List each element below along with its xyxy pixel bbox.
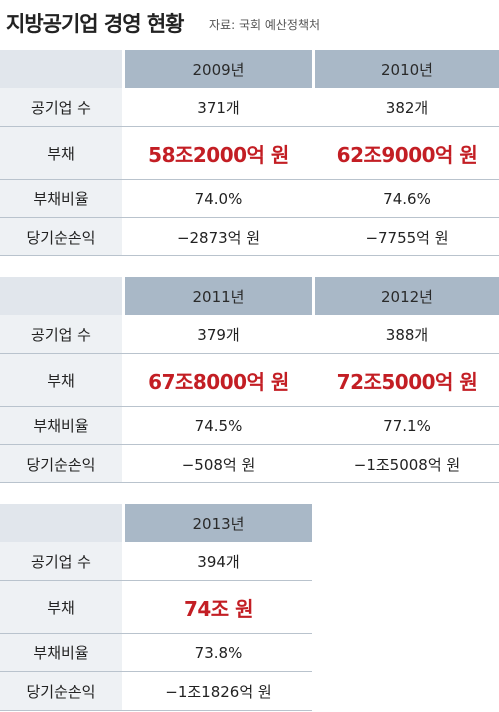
row-divider xyxy=(0,179,499,180)
row-label: 부채비율 xyxy=(0,407,122,444)
value-cell: −1조5008억 원 xyxy=(353,455,461,474)
year-header: 2010년 xyxy=(315,50,499,88)
row-divider xyxy=(0,580,312,581)
row-label: 공기업 수 xyxy=(0,88,122,126)
row-label: 당기순손익 xyxy=(0,672,122,710)
table-row-count: 공기업 수 379개 388개 xyxy=(0,315,499,353)
year-header: 2011년 xyxy=(125,277,312,315)
row-divider xyxy=(0,406,499,407)
row-divider xyxy=(0,255,499,256)
table-row-net-income: 당기순손익 −1조1826억 원 xyxy=(0,672,499,710)
table-row-count: 공기업 수 371개 382개 xyxy=(0,88,499,126)
header-label-cell xyxy=(0,50,122,88)
header-label-cell xyxy=(0,504,122,542)
table-row-net-income: 당기순손익 −2873억 원 −7755억 원 xyxy=(0,218,499,256)
value-cell: 388개 xyxy=(385,325,429,344)
header-row: 2011년 2012년 xyxy=(0,277,499,315)
table-block-2011-2012: 2011년 2012년 공기업 수 379개 388개 부채 67조8000억 … xyxy=(0,277,499,483)
row-label: 부채 xyxy=(0,354,122,406)
debt-value: 74조 원 xyxy=(183,596,254,621)
header-label-cell xyxy=(0,277,122,315)
value-cell: 371개 xyxy=(197,98,240,117)
year-header: 2013년 xyxy=(125,504,312,542)
table-row-debt-ratio: 부채비율 73.8% xyxy=(0,634,499,671)
row-divider xyxy=(0,444,499,445)
table-row-debt: 부채 74조 원 xyxy=(0,581,499,633)
row-label: 부채비율 xyxy=(0,634,122,671)
row-divider xyxy=(0,126,499,127)
debt-value: 72조5000억 원 xyxy=(336,369,478,394)
row-divider xyxy=(0,671,312,672)
source-note: 자료: 국회 예산정책처 xyxy=(209,18,321,32)
page-header: 지방공기업 경영 현황 자료: 국회 예산정책처 xyxy=(0,0,499,44)
value-cell: 74.6% xyxy=(383,189,431,208)
debt-value: 58조2000억 원 xyxy=(148,142,289,167)
row-divider xyxy=(0,482,499,483)
value-cell: 394개 xyxy=(197,552,240,571)
row-label: 공기업 수 xyxy=(0,542,122,580)
row-divider xyxy=(0,710,312,711)
row-label: 공기업 수 xyxy=(0,315,122,353)
value-cell: 74.0% xyxy=(194,189,243,208)
table-block-2013: 2013년 공기업 수 394개 부채 74조 원 부채비율 73.8% 당기순… xyxy=(0,504,499,711)
table-row-debt: 부채 58조2000억 원 62조9000억 원 xyxy=(0,127,499,179)
header-row: 2009년 2010년 xyxy=(0,50,499,88)
value-cell: 74.5% xyxy=(194,416,243,435)
year-header: 2009년 xyxy=(125,50,312,88)
row-label: 당기순손익 xyxy=(0,218,122,256)
table-row-debt: 부채 67조8000억 원 72조5000억 원 xyxy=(0,354,499,406)
table-row-net-income: 당기순손익 −508억 원 −1조5008억 원 xyxy=(0,445,499,483)
row-divider xyxy=(0,353,499,354)
debt-value: 67조8000억 원 xyxy=(148,369,289,394)
value-cell: −7755억 원 xyxy=(365,228,449,247)
debt-value: 62조9000억 원 xyxy=(336,142,478,167)
value-cell: −2873억 원 xyxy=(176,228,261,247)
row-divider xyxy=(0,217,499,218)
table-block-2009-2010: 2009년 2010년 공기업 수 371개 382개 부채 58조2000억 … xyxy=(0,50,499,256)
value-cell: 379개 xyxy=(197,325,240,344)
row-label: 당기순손익 xyxy=(0,445,122,483)
table-row-debt-ratio: 부채비율 74.0% 74.6% xyxy=(0,180,499,217)
value-cell: 73.8% xyxy=(194,643,243,662)
row-label: 부채비율 xyxy=(0,180,122,217)
page-title: 지방공기업 경영 현황 xyxy=(6,12,185,36)
value-cell: −1조1826억 원 xyxy=(165,682,272,701)
value-cell: 77.1% xyxy=(383,416,431,435)
table-row-count: 공기업 수 394개 xyxy=(0,542,499,580)
row-label: 부채 xyxy=(0,127,122,179)
row-divider xyxy=(0,633,312,634)
value-cell: 382개 xyxy=(385,98,429,117)
value-cell: −508억 원 xyxy=(181,455,256,474)
year-header: 2012년 xyxy=(315,277,499,315)
row-label: 부채 xyxy=(0,581,122,633)
table-row-debt-ratio: 부채비율 74.5% 77.1% xyxy=(0,407,499,444)
header-row: 2013년 xyxy=(0,504,499,542)
